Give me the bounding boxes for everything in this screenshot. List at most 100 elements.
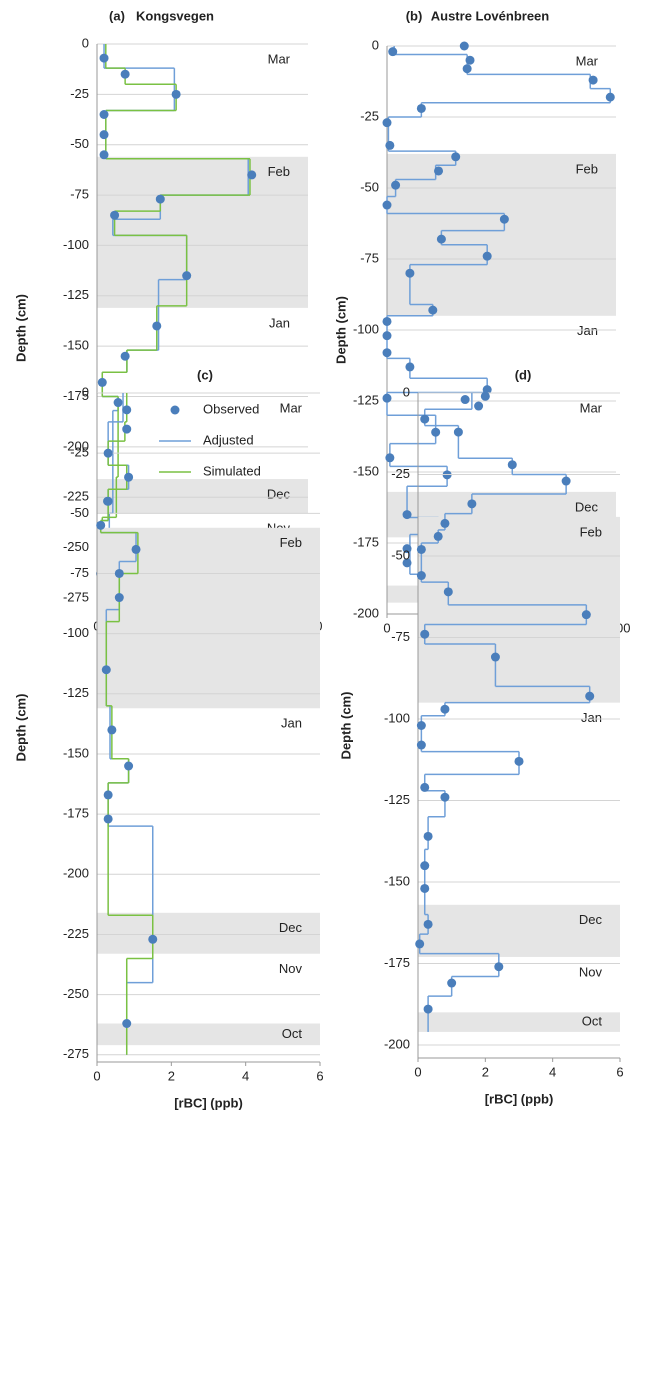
legend-label: Adjusted xyxy=(203,432,254,447)
observed-point xyxy=(402,544,412,554)
y-tick-label: -200 xyxy=(63,866,89,881)
y-tick-label: -125 xyxy=(384,792,410,807)
observed-point xyxy=(382,118,392,128)
season-band xyxy=(418,703,620,905)
observed-point xyxy=(428,305,438,315)
season-label: Jan xyxy=(281,716,302,731)
observed-point xyxy=(436,234,446,244)
observed-point xyxy=(247,170,257,180)
y-tick-label: 0 xyxy=(82,384,89,399)
observed-point xyxy=(182,271,192,281)
observed-point xyxy=(588,75,598,85)
x-tick-label: 2 xyxy=(168,1068,175,1083)
observed-point xyxy=(402,558,412,568)
season-label: Nov xyxy=(279,961,303,976)
panel-title: Kongsvegen xyxy=(136,8,214,23)
observed-point xyxy=(474,401,484,411)
observed-point xyxy=(96,520,106,530)
y-tick-label: -125 xyxy=(63,287,89,302)
observed-point xyxy=(459,41,469,51)
observed-point xyxy=(480,391,490,401)
season-label: Jan xyxy=(269,315,290,330)
y-tick-label: -250 xyxy=(63,986,89,1001)
season-band xyxy=(418,1012,620,1032)
x-tick-label: 4 xyxy=(242,1068,249,1083)
panel-label: (c) xyxy=(197,367,213,382)
observed-point xyxy=(99,53,109,63)
observed-point xyxy=(103,496,113,506)
observed-point xyxy=(423,831,433,841)
observed-point xyxy=(420,861,430,871)
y-tick-label: -100 xyxy=(63,237,89,252)
legend-label: Simulated xyxy=(203,463,261,478)
x-tick-label: 2 xyxy=(482,1064,489,1079)
y-tick-label: -150 xyxy=(384,873,410,888)
observed-point xyxy=(385,453,395,463)
y-tick-label: -50 xyxy=(360,179,379,194)
observed-point xyxy=(171,89,181,99)
season-label: Mar xyxy=(576,53,599,68)
season-label: Jan xyxy=(577,323,598,338)
observed-point xyxy=(581,610,591,620)
y-tick-label: 0 xyxy=(372,37,379,52)
y-tick-label: -50 xyxy=(70,505,89,520)
season-band xyxy=(97,527,320,709)
observed-point xyxy=(131,544,141,554)
observed-point xyxy=(440,518,450,528)
season-band xyxy=(418,516,620,703)
observed-point xyxy=(514,756,524,766)
y-tick-label: -100 xyxy=(353,321,379,336)
observed-point xyxy=(101,665,111,675)
observed-point xyxy=(416,721,426,730)
observed-point xyxy=(423,919,433,929)
observed-point xyxy=(431,427,441,437)
observed-point xyxy=(605,92,615,102)
observed-point xyxy=(148,934,158,944)
observed-point xyxy=(440,792,450,802)
observed-point xyxy=(120,351,130,361)
panel-label: (d) xyxy=(515,367,532,382)
y-tick-label: -150 xyxy=(63,338,89,353)
observed-point xyxy=(405,362,415,372)
panel-title: Austre Lovénbreen xyxy=(431,8,550,23)
season-label: Dec xyxy=(267,487,291,502)
observed-point xyxy=(388,47,398,57)
observed-point xyxy=(122,405,132,415)
observed-point xyxy=(420,782,430,792)
observed-point xyxy=(451,152,461,162)
observed-point xyxy=(405,268,415,278)
observed-point xyxy=(382,331,392,341)
season-label: Feb xyxy=(580,524,602,539)
season-band xyxy=(418,904,620,957)
observed-point xyxy=(382,348,392,358)
y-tick-label: -25 xyxy=(70,86,89,101)
observed-point xyxy=(382,316,392,326)
season-band xyxy=(97,912,320,954)
season-band xyxy=(97,708,320,913)
observed-point xyxy=(561,476,571,486)
season-label: Nov xyxy=(579,964,603,979)
observed-point xyxy=(120,69,130,79)
observed-point xyxy=(467,499,477,509)
y-tick-label: -100 xyxy=(63,625,89,640)
observed-point xyxy=(416,740,426,750)
y-tick-label: -150 xyxy=(353,463,379,478)
y-tick-label: -200 xyxy=(384,1036,410,1051)
observed-point xyxy=(420,883,430,893)
observed-point xyxy=(420,414,430,424)
observed-point xyxy=(423,1004,433,1014)
season-label: Dec xyxy=(575,499,599,514)
observed-point xyxy=(99,130,109,140)
observed-point xyxy=(507,460,517,470)
y-tick-label: -250 xyxy=(63,539,89,554)
season-band xyxy=(387,153,616,316)
observed-point xyxy=(107,725,117,735)
y-tick-label: -275 xyxy=(63,1046,89,1061)
y-tick-label: -225 xyxy=(63,489,89,504)
season-label: Oct xyxy=(582,1014,603,1029)
observed-point xyxy=(453,427,463,437)
observed-point xyxy=(103,448,113,458)
legend-marker xyxy=(170,405,180,415)
y-tick-label: -25 xyxy=(391,466,410,481)
observed-point xyxy=(113,398,123,408)
